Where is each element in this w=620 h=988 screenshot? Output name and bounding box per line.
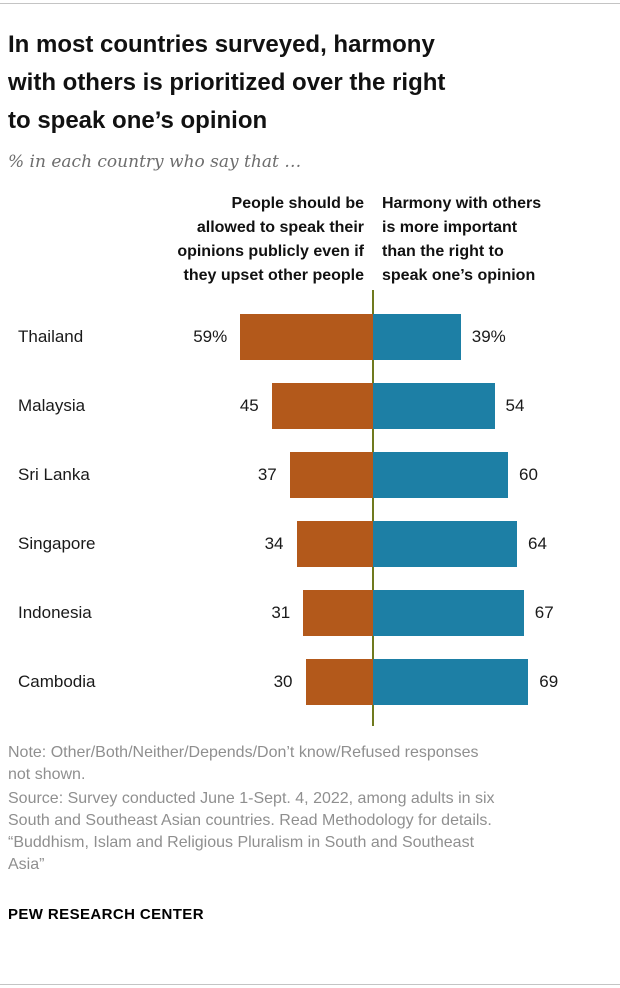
bottom-divider	[0, 984, 620, 985]
right-bar-zone: 67	[373, 589, 612, 636]
country-label: Indonesia	[18, 602, 92, 622]
right-value-label: 60	[519, 464, 538, 484]
left-bar	[303, 589, 373, 636]
left-value-label: 59%	[193, 326, 228, 346]
chart-subtitle: % in each country who say that …	[8, 152, 302, 172]
country-label: Singapore	[18, 533, 96, 553]
center-axis-line	[372, 290, 374, 726]
left-bar-zone: 31	[118, 589, 373, 636]
page-title: In most countries surveyed, harmony with…	[8, 31, 446, 134]
country-label: Cambodia	[18, 671, 96, 691]
chart-row: Cambodia 30 69	[8, 647, 612, 716]
country-label: Sri Lanka	[18, 464, 90, 484]
right-bar	[373, 451, 508, 498]
right-value-label: 69	[539, 671, 559, 691]
right-bar-zone: 54	[373, 382, 612, 429]
note-text: Note: Other/Both/Neither/Depends/Don’t k…	[8, 744, 479, 783]
right-value-label: 64	[528, 533, 547, 553]
country-label: Malaysia	[18, 395, 86, 415]
left-value-label: 37	[257, 464, 277, 484]
left-value-label: 30	[273, 671, 293, 691]
right-bar	[373, 382, 495, 429]
right-bar-zone: 69	[373, 658, 612, 705]
right-bar-zone: 60	[373, 451, 612, 498]
left-bar-zone: 34	[118, 520, 373, 567]
chart-rows: Thailand 59% 39% Malaysia 45 54 Sri Lanka 37 60 S…	[8, 302, 612, 716]
right-bar	[373, 313, 461, 360]
left-series-header: People should be allowed to speak their …	[177, 195, 364, 284]
right-value-label: 67	[534, 602, 554, 622]
left-bar	[271, 382, 373, 429]
right-series-header: Harmony with others is more important th…	[382, 195, 542, 284]
chart-row: Thailand 59% 39%	[8, 302, 612, 371]
chart-row: Singapore 34 64	[8, 509, 612, 578]
left-value-label: 34	[264, 533, 284, 553]
left-bar-zone: 30	[118, 658, 373, 705]
chart-row: Sri Lanka 37 60	[8, 440, 612, 509]
left-value-label: 31	[271, 602, 291, 622]
left-value-label: 45	[239, 395, 259, 415]
series-headers: People should be allowed to speak their …	[8, 192, 612, 288]
left-bar	[305, 658, 373, 705]
left-bar-zone: 45	[118, 382, 373, 429]
right-bar-zone: 39%	[373, 313, 612, 360]
right-value-label: 54	[505, 395, 525, 415]
right-bar-zone: 64	[373, 520, 612, 567]
left-bar	[289, 451, 373, 498]
left-bar	[296, 520, 373, 567]
left-bar-zone: 37	[118, 451, 373, 498]
right-bar	[373, 589, 524, 636]
source-text: Source: Survey conducted June 1-Sept. 4,…	[8, 790, 495, 873]
top-divider	[0, 3, 620, 4]
diverging-bar-chart: Thailand 59% 39% Malaysia 45 54 Sri Lanka 37 60 S…	[8, 290, 612, 726]
right-bar	[373, 658, 529, 705]
right-bar	[373, 520, 517, 567]
brand-label: PEW RESEARCH CENTER	[8, 906, 204, 923]
right-value-label: 39%	[471, 326, 506, 346]
chart-row: Malaysia 45 54	[8, 371, 612, 440]
country-label: Thailand	[18, 326, 84, 346]
left-bar	[240, 313, 373, 360]
left-bar-zone: 59%	[118, 313, 373, 360]
chart-row: Indonesia 31 67	[8, 578, 612, 647]
